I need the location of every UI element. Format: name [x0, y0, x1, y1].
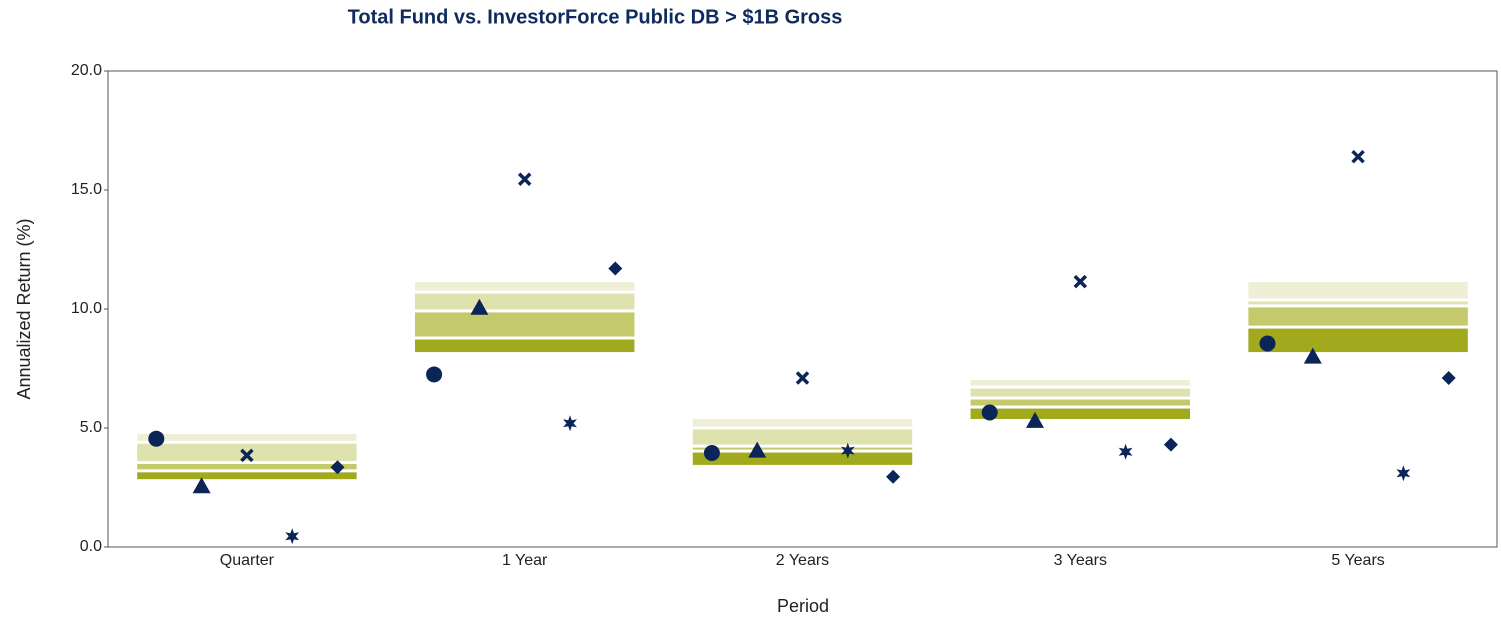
marker-triangle: [1303, 347, 1322, 364]
x-tick-label: 3 Years: [1054, 552, 1107, 569]
marker-star: [563, 415, 577, 432]
y-tick-label: 10.0: [71, 300, 102, 317]
percentile-band: [970, 399, 1191, 406]
percentile-band: [692, 418, 913, 427]
x-tick-label: Quarter: [220, 552, 275, 569]
marker-diamond: [608, 261, 623, 276]
marker-star: [1118, 443, 1133, 460]
marker-x: [1351, 149, 1365, 164]
marker-circle: [703, 444, 720, 461]
marker-diamond: [330, 460, 345, 475]
marker-diamond: [886, 469, 901, 484]
marker-triangle: [1026, 411, 1044, 428]
percentile-band: [692, 452, 913, 465]
marker-triangle: [192, 477, 211, 494]
percentile-band: [970, 388, 1191, 397]
percentile-band: [137, 433, 357, 441]
marker-star: [840, 442, 855, 459]
marker-x: [517, 172, 532, 187]
marker-diamond: [1163, 437, 1178, 452]
percentile-band: [1248, 282, 1468, 299]
percentile-band: [137, 464, 357, 470]
y-tick-label: 5.0: [80, 419, 102, 436]
marker-x: [795, 371, 810, 385]
percentile-band: [414, 293, 635, 310]
marker-x: [1073, 274, 1088, 289]
y-tick-label: 20.0: [71, 62, 102, 79]
marker-star: [1396, 465, 1411, 482]
percentile-band: [414, 339, 635, 353]
percentile-band: [137, 443, 357, 462]
percentile-band: [1248, 301, 1468, 305]
marker-diamond: [1441, 371, 1456, 386]
chart-title: Total Fund vs. InvestorForce Public DB >…: [348, 6, 843, 28]
percentile-band: [970, 379, 1191, 386]
percentile-band: [414, 282, 635, 291]
percentile-band: [692, 447, 913, 450]
percentile-band: [1248, 307, 1468, 326]
x-axis-label: Period: [777, 596, 829, 616]
marker-triangle: [470, 298, 489, 315]
percentile-band: [137, 472, 357, 480]
marker-x: [240, 448, 254, 463]
y-tick-label: 0.0: [80, 538, 102, 555]
y-axis-label: Annualized Return (%): [14, 218, 34, 399]
percentile-band: [692, 429, 913, 445]
marker-star: [285, 528, 300, 545]
marker-circle: [981, 404, 998, 421]
x-tick-label: 5 Years: [1331, 552, 1384, 569]
percentile-band: [414, 312, 635, 337]
percentile-band: [970, 408, 1191, 419]
marker-triangle: [748, 441, 767, 458]
marker-circle: [1259, 335, 1276, 352]
marker-circle: [148, 430, 165, 447]
percentile-band: [1248, 328, 1468, 353]
x-tick-label: 1 Year: [502, 552, 548, 569]
x-tick-label: 2 Years: [776, 552, 829, 569]
y-tick-label: 15.0: [71, 181, 102, 198]
marker-circle: [426, 366, 443, 383]
